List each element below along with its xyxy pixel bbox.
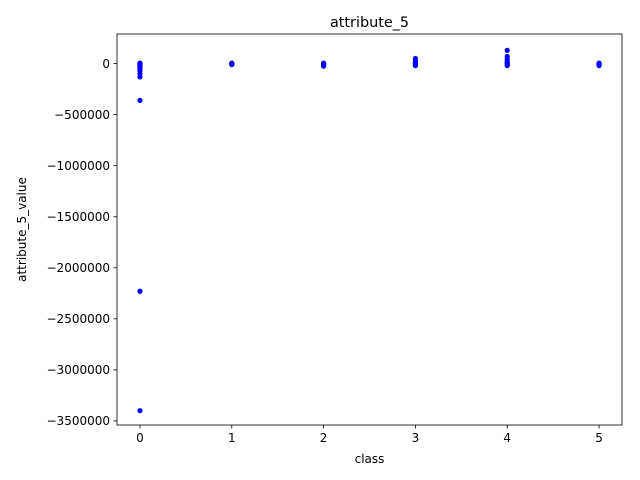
- data-point: [137, 74, 143, 80]
- y-tick-label: −2500000: [47, 312, 111, 326]
- x-tick-label: 1: [228, 431, 236, 445]
- y-axis-ticks: 0 −500000 −1000000 −1500000 −2000000 −2500000…: [47, 57, 117, 428]
- x-axis-label: class: [355, 452, 385, 466]
- x-tick-label: 2: [320, 431, 328, 445]
- y-tick-label: −2000000: [47, 261, 111, 275]
- data-points: [137, 47, 602, 414]
- y-tick-label: 0: [102, 57, 110, 71]
- chart-title: attribute_5: [330, 15, 409, 31]
- x-axis-ticks: 0 1 2 3 4 5: [136, 425, 603, 445]
- data-point: [137, 288, 143, 294]
- plot-frame: [116, 33, 623, 426]
- y-tick-label: −3000000: [47, 363, 111, 377]
- data-point: [229, 62, 235, 68]
- data-point: [504, 63, 510, 69]
- y-axis-label: attribute_5_value: [15, 177, 29, 282]
- data-point: [596, 63, 602, 69]
- data-point: [504, 47, 510, 53]
- data-point: [412, 63, 419, 69]
- y-tick-label: −3500000: [47, 414, 111, 428]
- data-point: [320, 63, 327, 69]
- data-point: [137, 408, 143, 414]
- y-tick-label: −1500000: [47, 210, 111, 224]
- y-tick-label: −1000000: [47, 159, 111, 173]
- x-tick-label: 3: [412, 431, 420, 445]
- y-tick-label: −500000: [54, 108, 110, 122]
- x-tick-label: 5: [595, 431, 603, 445]
- data-point: [137, 97, 143, 103]
- x-tick-label: 4: [503, 431, 511, 445]
- x-tick-label: 0: [136, 431, 144, 445]
